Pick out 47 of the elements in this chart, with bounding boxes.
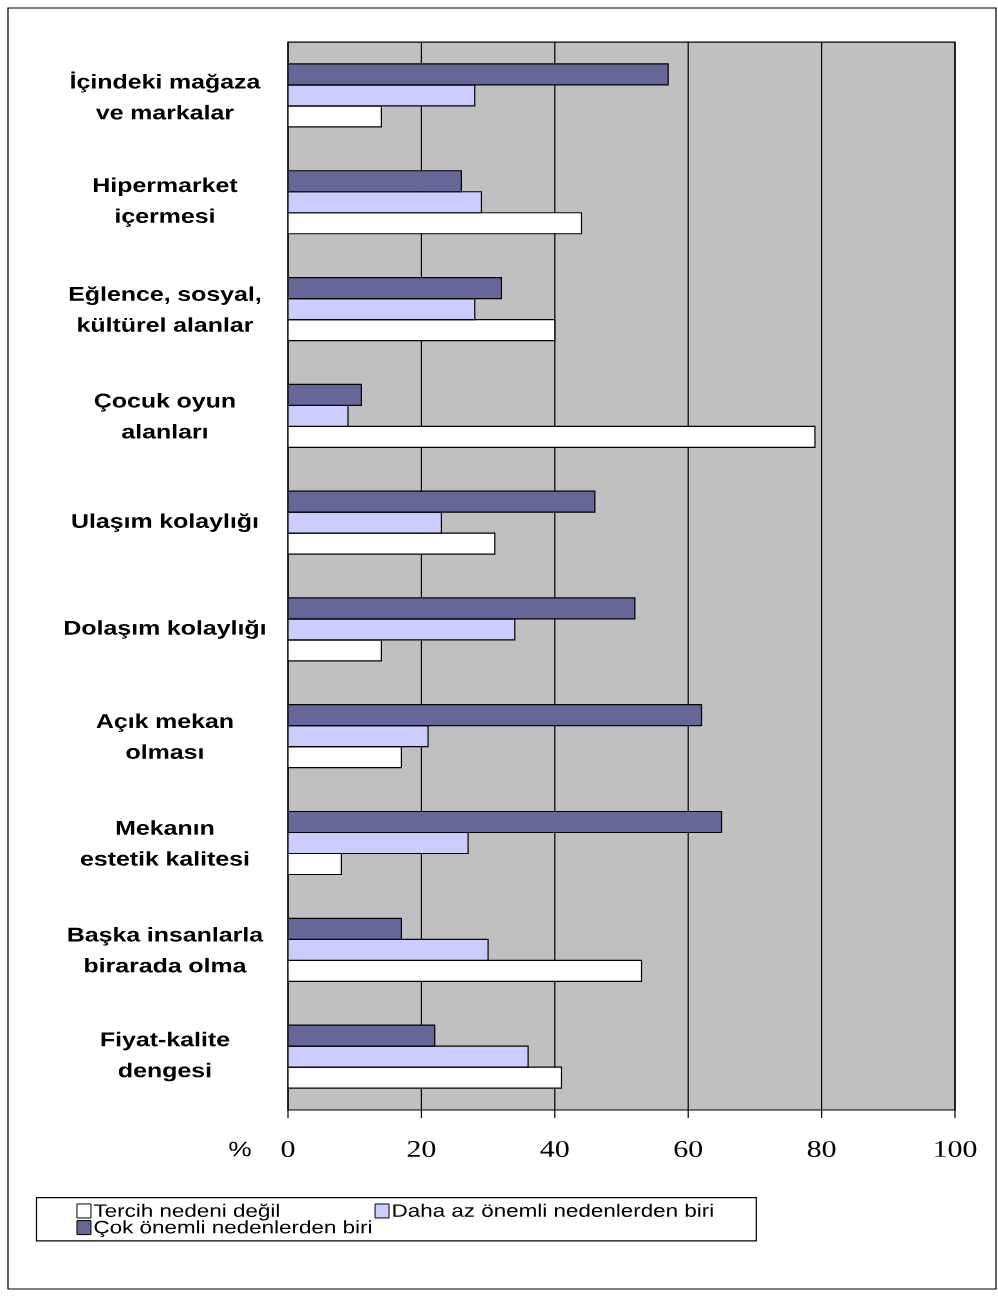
bar: [288, 511, 443, 534]
x-tick-label: 100: [935, 1140, 977, 1158]
y-tick-label: Başka insanlarla birarada olma: [68, 927, 264, 973]
y-tick-label: Hipermarket içermesi: [93, 177, 238, 227]
y-tick-label: Açık mekan olması: [96, 713, 233, 759]
x-tick-label: 80: [807, 1140, 836, 1158]
bar: [288, 490, 596, 513]
bar: [288, 597, 636, 620]
legend-label: Tercih nedeni değil: [93, 1203, 279, 1221]
bar: [288, 425, 816, 448]
bar: [288, 212, 583, 235]
bar: [288, 959, 643, 982]
x-tick-label: 20: [407, 1140, 436, 1158]
bar: [288, 1045, 529, 1068]
bar: [288, 917, 402, 940]
x-tick-label: 40: [540, 1140, 569, 1158]
bar: [288, 1066, 563, 1089]
bar: [288, 746, 402, 769]
bar: [288, 297, 476, 321]
x-tick-label: 60: [674, 1140, 703, 1158]
y-tick-label: Mekanın estetik kalitesi: [80, 820, 249, 866]
x-tick-label: 0: [281, 1140, 295, 1158]
y-tick-label: Dolaşım kolaylığı: [65, 619, 265, 639]
y-tick-label: İçindeki mağaza ve markalar: [71, 71, 261, 120]
y-tick-label: Fiyat-kalite dengesi: [101, 1031, 230, 1082]
bar: [288, 831, 469, 855]
bar: [288, 810, 723, 834]
bar: [288, 191, 483, 214]
bar: [288, 852, 342, 876]
bar: [288, 318, 556, 342]
bar: [288, 938, 489, 961]
y-tick-label: Eğlence, sosyal, kültürel alanlar: [69, 286, 261, 332]
legend-label: Daha az önemli nedenlerden biri: [393, 1203, 713, 1217]
bar: [288, 725, 429, 748]
bar: [288, 704, 703, 727]
legend-label: Çok önemli nedenlerden biri: [94, 1220, 371, 1238]
y-tick-label: Çocuk oyun alanları: [94, 393, 235, 439]
bar: [288, 618, 516, 641]
bar: [288, 276, 503, 300]
bar: [288, 404, 349, 427]
bar: [288, 170, 463, 193]
bar: [288, 63, 669, 86]
bar: [288, 84, 476, 107]
bar: [288, 532, 496, 555]
x-axis-title: %: [229, 1141, 251, 1157]
y-tick-label: Ulaşım kolaylığı: [72, 513, 258, 533]
bar: [288, 383, 362, 406]
